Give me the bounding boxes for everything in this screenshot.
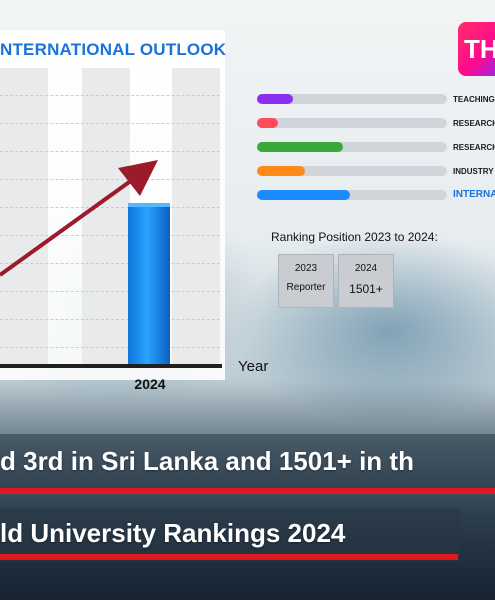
gridline — [0, 235, 220, 236]
metric-bar — [257, 142, 447, 152]
chart-column-bg — [0, 68, 48, 364]
ranking-year-2023: 2023 — [294, 263, 318, 274]
x-tick-label: 2024 — [134, 376, 166, 392]
gridline — [0, 319, 220, 320]
chart-title: NTERNATIONAL OUTLOOK — [0, 40, 227, 59]
metric-label: INTERNA — [453, 189, 495, 200]
gridline — [0, 291, 220, 292]
gridline — [0, 123, 220, 124]
metric-bar — [257, 190, 447, 200]
headline-line-1: d 3rd in Sri Lanka and 1501+ in th — [0, 446, 414, 476]
metric-label: RESEARCH — [453, 143, 495, 152]
ranking-box-2024: 2024 1501+ — [338, 254, 394, 308]
chart-bar-2024 — [128, 207, 170, 364]
headline-underline-2 — [0, 554, 458, 560]
x-axis — [0, 364, 222, 368]
chart-column-bg — [172, 68, 220, 364]
headline-underline-1 — [0, 488, 495, 494]
metric-label: RESEARCH — [453, 119, 495, 128]
metric-bar-fill — [257, 190, 351, 200]
trend-arrow-icon — [0, 160, 158, 277]
logo-text: TH — [464, 34, 495, 64]
chart-bar-top — [128, 203, 170, 209]
gridline — [0, 179, 220, 180]
gridline — [0, 207, 220, 208]
metric-bar-fill — [257, 166, 305, 176]
ranking-year-2024: 2024 — [354, 263, 378, 274]
x-axis-title: Year — [238, 358, 269, 375]
metric-bar — [257, 166, 447, 176]
gridline — [0, 95, 220, 96]
ranking-box-2023: 2023 Reporter — [278, 254, 334, 308]
headline-banner-1 — [0, 434, 495, 490]
metric-bar-fill — [257, 118, 278, 128]
headline-line-2: ld University Rankings 2024 — [0, 518, 346, 548]
metric-bar-fill — [257, 142, 343, 152]
metric-label: TEACHING — [453, 95, 495, 104]
brand-logo: TH — [458, 22, 495, 76]
metric-bar — [257, 94, 447, 104]
chart-column-bg — [82, 68, 130, 364]
gridline — [0, 151, 220, 152]
headline-banner-2 — [0, 508, 460, 562]
gridline — [0, 347, 220, 348]
ranking-value-2024: 1501+ — [349, 282, 383, 296]
ranking-value-2023: Reporter — [286, 282, 326, 293]
ranking-title: Ranking Position 2023 to 2024: — [271, 230, 438, 244]
metric-bar-fill — [257, 94, 294, 104]
gridline — [0, 263, 220, 264]
metric-bar — [257, 118, 447, 128]
metric-label: INDUSTRY — [453, 167, 494, 176]
